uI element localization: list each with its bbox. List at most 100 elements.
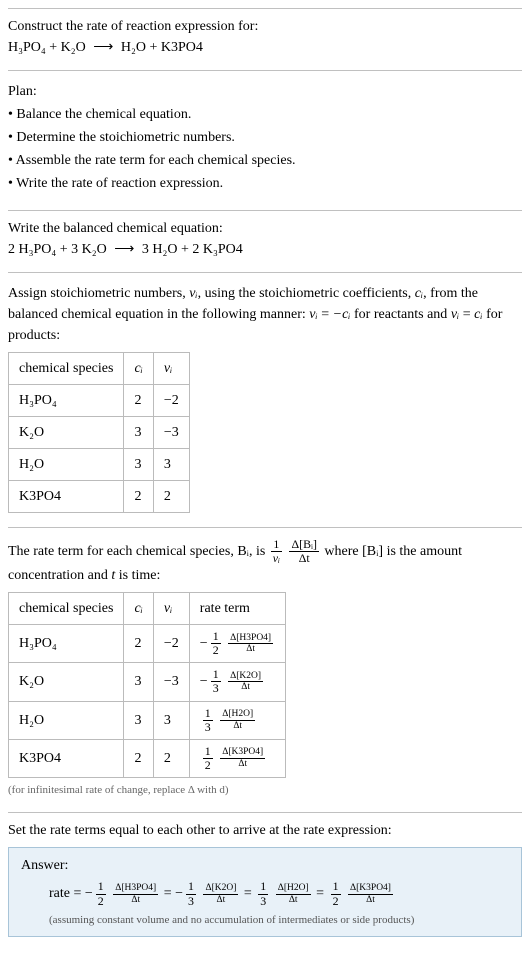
fraction: Δ[Bᵢ]Δt xyxy=(289,538,318,565)
table-row: K₂O 3 −3 −13 Δ[K2O]Δt xyxy=(9,663,286,701)
numerator: Δ[Bᵢ] xyxy=(289,538,318,552)
equals: = xyxy=(73,886,81,901)
numerator: 1 xyxy=(211,630,221,644)
c-symbol: cᵢ xyxy=(474,307,482,322)
denominator: Δt xyxy=(276,895,311,905)
equals: = xyxy=(164,886,172,901)
table-row: K₂O 3 −3 xyxy=(9,417,190,449)
table-row: H₂O 3 3 13 Δ[H2O]Δt xyxy=(9,701,286,739)
denominator: Δt xyxy=(348,895,393,905)
equals: = xyxy=(316,886,324,901)
denominator: Δt xyxy=(203,895,238,905)
cell-species: H₃PO₄ xyxy=(9,385,124,417)
cell-c: 2 xyxy=(124,385,153,417)
fraction: 1νᵢ xyxy=(271,538,282,565)
numerator: 1 xyxy=(271,538,282,552)
text: Assign stoichiometric numbers, xyxy=(8,286,189,301)
balanced-section: Write the balanced chemical equation: 2 … xyxy=(8,210,522,272)
table-header-row: chemical species cᵢ νᵢ rate term xyxy=(9,593,286,625)
c-symbol: cᵢ xyxy=(415,286,423,301)
eq-lhs: 2 H₃PO₄ + 3 K₂O xyxy=(8,242,107,257)
answer-label: Answer: xyxy=(21,858,509,874)
cell-rate: 12 Δ[K3PO4]Δt xyxy=(189,739,285,777)
denominator: Δt xyxy=(228,644,273,654)
table-header-row: chemical species cᵢ νᵢ xyxy=(9,353,190,385)
cell-c: 3 xyxy=(124,417,153,449)
final-title: Set the rate terms equal to each other t… xyxy=(8,823,522,839)
prompt-equation: H₃PO₄ + K₂O ⟶ H₂O + K3PO4 xyxy=(8,39,522,56)
fraction: Δ[H2O]Δt xyxy=(220,709,255,731)
col-c: cᵢ xyxy=(124,353,153,385)
col-nu: νᵢ xyxy=(153,353,189,385)
answer-box: Answer: rate = −12 Δ[H3PO4]Δt = −13 Δ[K2… xyxy=(8,847,522,936)
cell-nu: 3 xyxy=(153,701,189,739)
rateterm-section: The rate term for each chemical species,… xyxy=(8,527,522,812)
numerator: Δ[H2O] xyxy=(220,709,255,720)
table-row: H₃PO₄ 2 −2 −12 Δ[H3PO4]Δt xyxy=(9,625,286,663)
cell-species: K3PO4 xyxy=(9,481,124,513)
cell-c: 3 xyxy=(124,449,153,481)
cell-nu: −2 xyxy=(153,385,189,417)
fraction: 13 xyxy=(258,880,268,907)
fraction: 13 xyxy=(186,880,196,907)
nu-symbol: νᵢ xyxy=(189,286,197,301)
cell-species: H₂O xyxy=(9,449,124,481)
numerator: 1 xyxy=(186,880,196,894)
equals: = xyxy=(244,886,252,901)
denominator: 2 xyxy=(96,895,106,908)
prompt-title: Construct the rate of reaction expressio… xyxy=(8,19,522,35)
plan-bullet-text: Assemble the rate term for each chemical… xyxy=(16,153,296,168)
plan-bullet-text: Balance the chemical equation. xyxy=(16,107,191,122)
fraction: 12 xyxy=(96,880,106,907)
cell-species: K3PO4 xyxy=(9,739,124,777)
arrow-icon: ⟶ xyxy=(93,40,113,55)
cell-species: H₃PO₄ xyxy=(9,625,124,663)
col-species: chemical species xyxy=(9,353,124,385)
sign: − xyxy=(85,886,93,901)
plan-bullet-text: Determine the stoichiometric numbers. xyxy=(16,130,235,145)
table-row: H₂O 3 3 xyxy=(9,449,190,481)
stoich-table: chemical species cᵢ νᵢ H₃PO₄ 2 −2 K₂O 3 … xyxy=(8,352,190,513)
fraction: Δ[K3PO4]Δt xyxy=(220,747,265,769)
col-nu: νᵢ xyxy=(153,593,189,625)
plan-bullet-text: Write the rate of reaction expression. xyxy=(16,176,223,191)
numerator: 1 xyxy=(258,880,268,894)
numerator: 1 xyxy=(203,707,213,721)
numerator: Δ[H3PO4] xyxy=(113,883,158,894)
cell-c: 2 xyxy=(124,739,153,777)
col-rate: rate term xyxy=(189,593,285,625)
sign: − xyxy=(175,886,183,901)
plan-bullet: • Balance the chemical equation. xyxy=(8,104,522,125)
plan-bullet: • Write the rate of reaction expression. xyxy=(8,173,522,194)
cell-rate: −13 Δ[K2O]Δt xyxy=(189,663,285,701)
cell-species: H₂O xyxy=(9,701,124,739)
cell-species: K₂O xyxy=(9,663,124,701)
cell-c: 2 xyxy=(124,481,153,513)
numerator: Δ[K2O] xyxy=(228,671,263,682)
denominator: 3 xyxy=(258,895,268,908)
fraction: Δ[H3PO4]Δt xyxy=(113,883,158,905)
denominator: νᵢ xyxy=(271,552,282,565)
table-row: K3PO4 2 2 xyxy=(9,481,190,513)
fraction: Δ[K2O]Δt xyxy=(203,883,238,905)
denominator: 3 xyxy=(203,721,213,734)
denominator: 2 xyxy=(211,644,221,657)
numerator: 1 xyxy=(96,880,106,894)
numerator: 1 xyxy=(211,668,221,682)
numerator: 1 xyxy=(331,880,341,894)
cell-rate: −12 Δ[H3PO4]Δt xyxy=(189,625,285,663)
numerator: Δ[K3PO4] xyxy=(348,883,393,894)
denominator: Δt xyxy=(289,552,318,565)
cell-c: 2 xyxy=(124,625,153,663)
stoich-text: Assign stoichiometric numbers, νᵢ, using… xyxy=(8,283,522,346)
table-row: K3PO4 2 2 12 Δ[K3PO4]Δt xyxy=(9,739,286,777)
balanced-title: Write the balanced chemical equation: xyxy=(8,221,522,237)
cell-nu: −3 xyxy=(153,663,189,701)
fraction: Δ[K2O]Δt xyxy=(228,671,263,693)
fraction: 12 xyxy=(211,630,221,657)
numerator: Δ[H3PO4] xyxy=(228,633,273,644)
balanced-equation: 2 H₃PO₄ + 3 K₂O ⟶ 3 H₂O + 2 K₃PO4 xyxy=(8,241,522,258)
denominator: Δt xyxy=(220,721,255,731)
plan-title: Plan: xyxy=(8,81,522,102)
plan-section: Plan: • Balance the chemical equation. •… xyxy=(8,70,522,210)
